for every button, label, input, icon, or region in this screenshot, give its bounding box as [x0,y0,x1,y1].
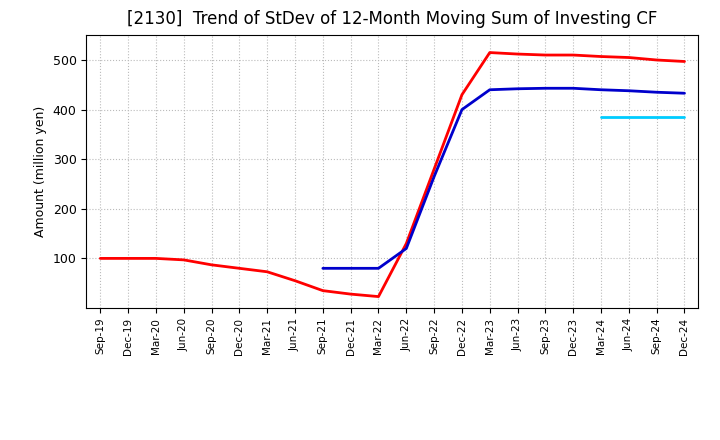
Y-axis label: Amount (million yen): Amount (million yen) [34,106,47,237]
Title: [2130]  Trend of StDev of 12-Month Moving Sum of Investing CF: [2130] Trend of StDev of 12-Month Moving… [127,10,657,28]
